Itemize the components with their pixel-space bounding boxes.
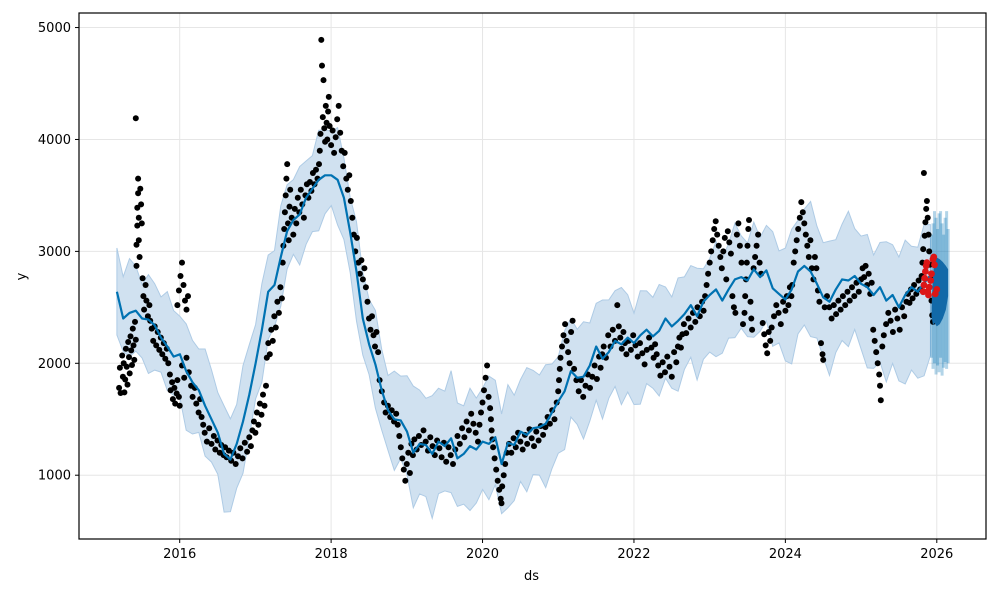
svg-text:4000: 4000 [38,133,71,148]
svg-text:5000: 5000 [38,21,71,36]
svg-text:2026: 2026 [920,547,953,562]
x-axis-label: ds [524,569,540,584]
svg-text:2000: 2000 [38,357,71,372]
svg-text:2018: 2018 [315,547,348,562]
y-axis-label: y [14,272,30,281]
svg-text:2022: 2022 [617,547,650,562]
svg-text:2020: 2020 [466,547,499,562]
forecast-line [115,174,932,466]
svg-text:1000: 1000 [38,469,71,484]
svg-text:3000: 3000 [38,245,71,260]
svg-text:2024: 2024 [769,547,802,562]
svg-text:2016: 2016 [163,547,196,562]
uncertainty-band [116,126,931,521]
future-forecast-blob [931,257,949,327]
